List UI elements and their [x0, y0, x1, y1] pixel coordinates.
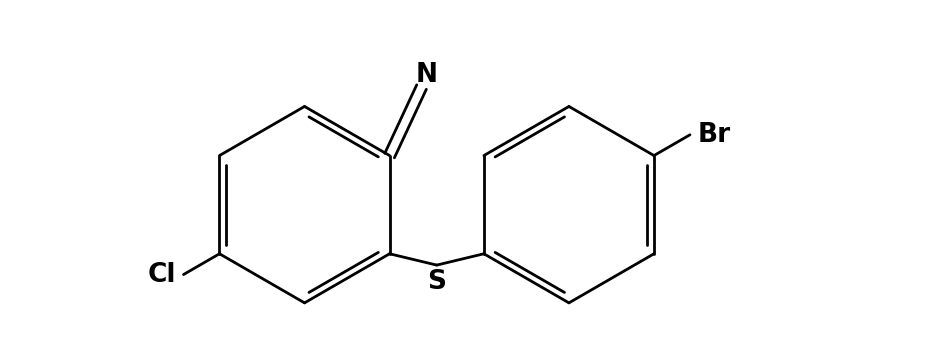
Text: S: S	[428, 269, 447, 295]
Text: N: N	[416, 63, 438, 88]
Text: Br: Br	[697, 122, 730, 148]
Text: Cl: Cl	[149, 262, 177, 288]
